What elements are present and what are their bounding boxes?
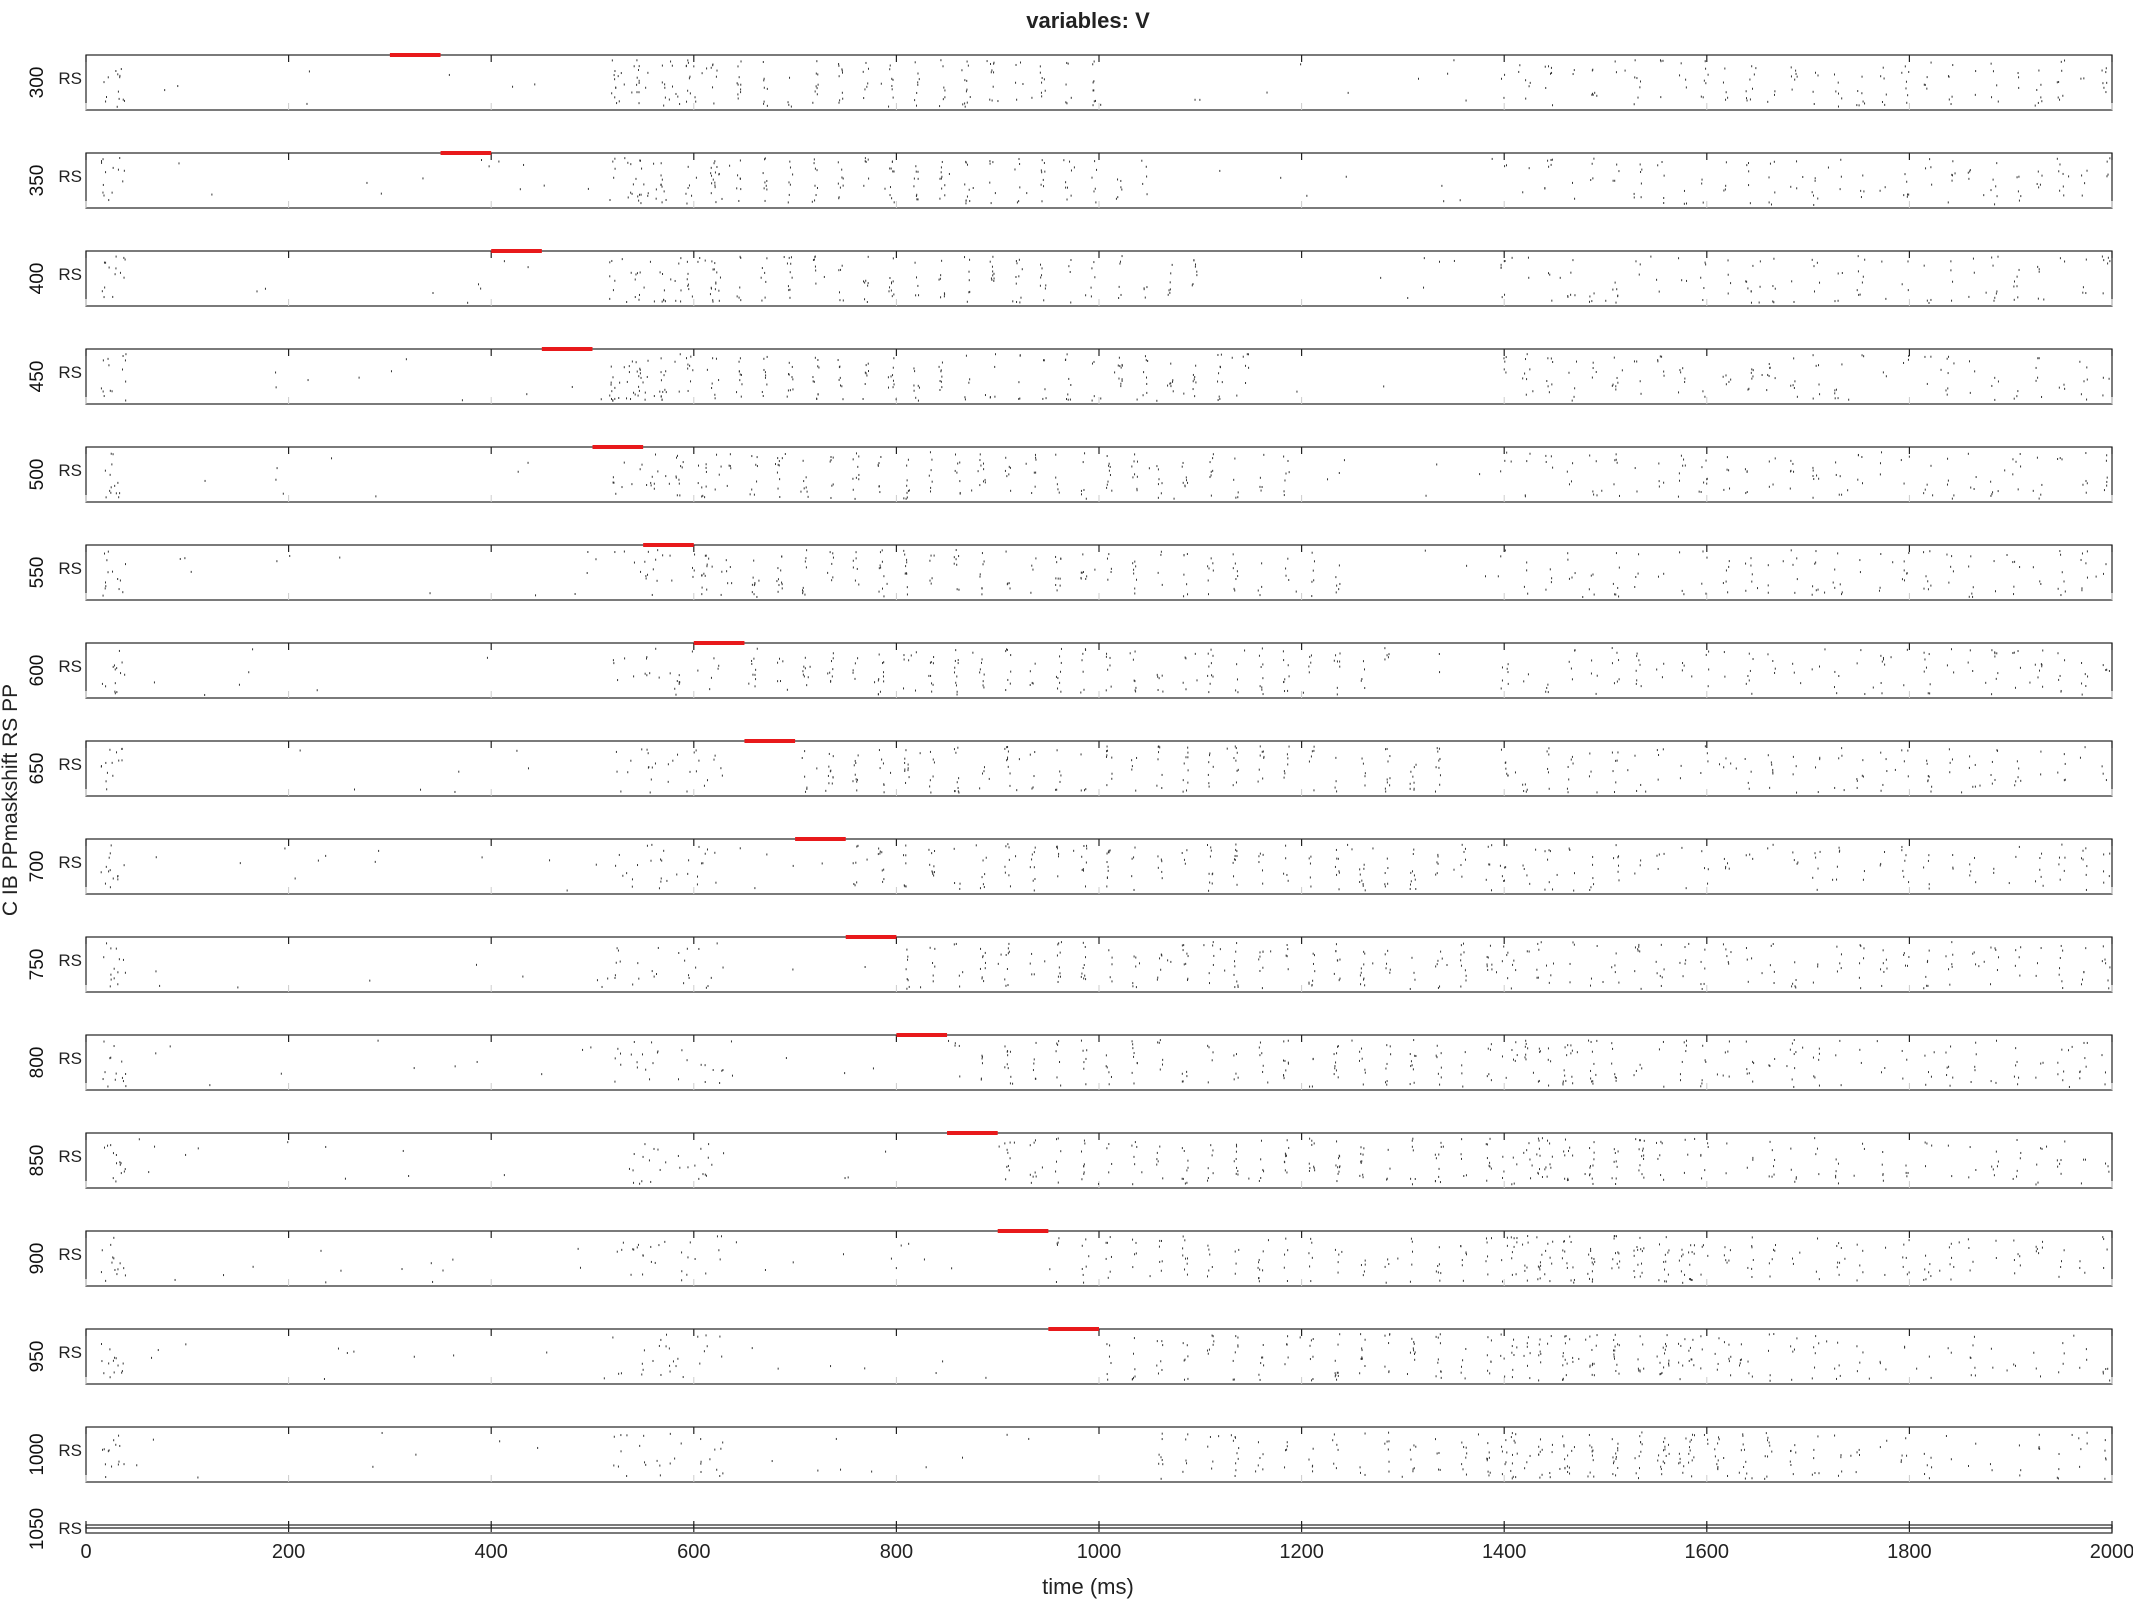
panel-label: RS [58,657,82,676]
panel-maskshift-label: 650 [27,753,48,785]
panel-label: RS [58,755,82,774]
panel-maskshift-label: 600 [27,655,48,687]
panel-maskshift-label: 750 [27,949,48,981]
panel-maskshift-label: 550 [27,557,48,589]
panel-maskshift-label: 800 [27,1047,48,1079]
panel-maskshift-label: 500 [27,459,48,491]
panel-label: RS [58,1049,82,1068]
panel-label: RS [58,559,82,578]
panel-label: RS [58,1147,82,1166]
panel-maskshift-label: 400 [27,263,48,295]
panel-label: RS [58,69,82,88]
panel-maskshift-label: 450 [27,361,48,393]
panel-label: RS [58,853,82,872]
panel-label: RS [58,951,82,970]
panel-maskshift-label: 900 [27,1243,48,1275]
panel-label: RS [58,1245,82,1264]
panel-maskshift-label: 700 [27,851,48,883]
chart-title: variables: V [1026,8,1150,33]
panel-label: RS [58,461,82,480]
panel-maskshift-label: 350 [27,165,48,197]
panel-label: RS [58,363,82,382]
panel-maskshift-label: 850 [27,1145,48,1177]
panel-maskshift-label: 300 [27,67,48,99]
panel-label: RS [58,265,82,284]
panel-label: RS [58,167,82,186]
